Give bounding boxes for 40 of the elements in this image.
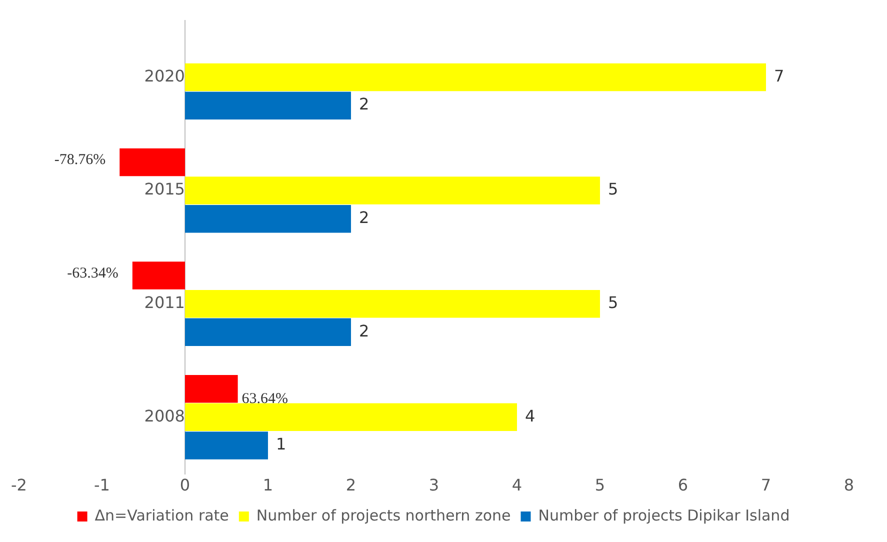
data-label: 7 (774, 66, 784, 86)
data-label: 63.64% (242, 390, 288, 407)
legend-label: Δn=Variation rate (94, 506, 229, 524)
y-tick-label: 2015 (144, 180, 185, 199)
data-label: 1 (276, 434, 286, 454)
legend-label: Number of projects Dipikar Island (538, 506, 790, 524)
bar (184, 318, 351, 346)
data-label: 2 (358, 94, 370, 114)
data-label: 5 (608, 293, 618, 312)
data-label: 2 (358, 208, 370, 228)
y-tick-label: 2008 (144, 406, 185, 426)
bar (184, 63, 766, 92)
x-tick-label: 4 (512, 476, 522, 495)
bar (184, 92, 351, 120)
legend-label: Number of projects northern zone (256, 506, 511, 524)
bar (184, 403, 517, 432)
data-label: -78.76% (54, 152, 106, 168)
data-label: 5 (608, 180, 618, 199)
x-tick-label: 7 (760, 476, 772, 495)
bar (184, 176, 600, 204)
bar (120, 148, 185, 176)
y-tick-label: 2020 (144, 66, 185, 86)
x-tick-label: 1 (262, 476, 274, 495)
data-label: 2 (358, 321, 370, 340)
bar (132, 262, 185, 290)
x-tick-label: 2 (346, 476, 356, 495)
x-tick-label: -1 (94, 476, 110, 495)
x-tick-label: 6 (678, 476, 688, 495)
bar (184, 432, 268, 460)
x-tick-label: 3 (428, 476, 440, 495)
x-tick-label: 5 (594, 476, 606, 495)
x-tick-label: 0 (180, 476, 190, 495)
bar (184, 290, 600, 318)
data-label: -63.34% (67, 265, 118, 282)
x-tick-label: 8 (844, 476, 854, 495)
bar (184, 204, 351, 233)
x-tick-label: -2 (11, 476, 27, 495)
bar (184, 374, 238, 403)
data-label: 4 (524, 406, 536, 426)
y-tick-label: 2011 (144, 293, 185, 312)
